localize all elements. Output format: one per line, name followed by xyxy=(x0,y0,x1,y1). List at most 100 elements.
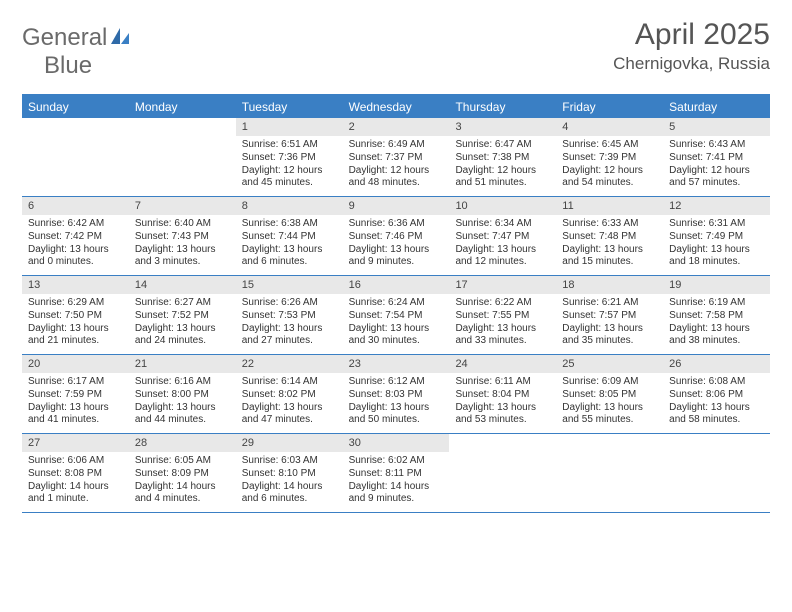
sunrise-line: Sunrise: 6:17 AM xyxy=(28,376,123,389)
sunrise-line: Sunrise: 6:40 AM xyxy=(135,218,230,231)
sunset-line: Sunset: 7:36 PM xyxy=(242,152,337,165)
page-title: April 2025 xyxy=(613,18,770,52)
daylight-line: Daylight: 14 hours and 9 minutes. xyxy=(349,481,444,507)
calendar-day: 23Sunrise: 6:12 AMSunset: 8:03 PMDayligh… xyxy=(343,355,450,433)
day-number: 2 xyxy=(343,118,450,136)
calendar-day: 1Sunrise: 6:51 AMSunset: 7:36 PMDaylight… xyxy=(236,118,343,196)
sunset-line: Sunset: 8:05 PM xyxy=(562,389,657,402)
day-number: 15 xyxy=(236,276,343,294)
sunset-line: Sunset: 7:42 PM xyxy=(28,231,123,244)
day-number: 6 xyxy=(22,197,129,215)
day-number: 26 xyxy=(663,355,770,373)
daylight-line: Daylight: 14 hours and 1 minute. xyxy=(28,481,123,507)
day-number: 27 xyxy=(22,434,129,452)
sunset-line: Sunset: 7:54 PM xyxy=(349,310,444,323)
calendar-day: 8Sunrise: 6:38 AMSunset: 7:44 PMDaylight… xyxy=(236,197,343,275)
sunset-line: Sunset: 7:49 PM xyxy=(669,231,764,244)
sunrise-line: Sunrise: 6:22 AM xyxy=(455,297,550,310)
sunrise-line: Sunrise: 6:12 AM xyxy=(349,376,444,389)
calendar-day: 2Sunrise: 6:49 AMSunset: 7:37 PMDaylight… xyxy=(343,118,450,196)
day-number: 13 xyxy=(22,276,129,294)
day-number: 11 xyxy=(556,197,663,215)
day-number: 10 xyxy=(449,197,556,215)
calendar-day: 4Sunrise: 6:45 AMSunset: 7:39 PMDaylight… xyxy=(556,118,663,196)
calendar-day: 26Sunrise: 6:08 AMSunset: 8:06 PMDayligh… xyxy=(663,355,770,433)
sunset-line: Sunset: 7:48 PM xyxy=(562,231,657,244)
sunset-line: Sunset: 7:47 PM xyxy=(455,231,550,244)
day-body: Sunrise: 6:22 AMSunset: 7:55 PMDaylight:… xyxy=(449,294,556,352)
sunset-line: Sunset: 7:50 PM xyxy=(28,310,123,323)
day-number: 20 xyxy=(22,355,129,373)
calendar-week: 1Sunrise: 6:51 AMSunset: 7:36 PMDaylight… xyxy=(22,118,770,197)
calendar-day: 28Sunrise: 6:05 AMSunset: 8:09 PMDayligh… xyxy=(129,434,236,512)
day-body: Sunrise: 6:14 AMSunset: 8:02 PMDaylight:… xyxy=(236,373,343,431)
calendar-day: 21Sunrise: 6:16 AMSunset: 8:00 PMDayligh… xyxy=(129,355,236,433)
logo-sail-icon xyxy=(109,26,131,51)
sunset-line: Sunset: 7:53 PM xyxy=(242,310,337,323)
calendar-day: 22Sunrise: 6:14 AMSunset: 8:02 PMDayligh… xyxy=(236,355,343,433)
sunrise-line: Sunrise: 6:42 AM xyxy=(28,218,123,231)
daylight-line: Daylight: 13 hours and 58 minutes. xyxy=(669,402,764,428)
calendar-day: 24Sunrise: 6:11 AMSunset: 8:04 PMDayligh… xyxy=(449,355,556,433)
sunset-line: Sunset: 8:10 PM xyxy=(242,468,337,481)
day-number: 24 xyxy=(449,355,556,373)
sunrise-line: Sunrise: 6:33 AM xyxy=(562,218,657,231)
calendar-day: 6Sunrise: 6:42 AMSunset: 7:42 PMDaylight… xyxy=(22,197,129,275)
calendar-empty xyxy=(663,434,770,512)
daylight-line: Daylight: 13 hours and 18 minutes. xyxy=(669,244,764,270)
day-number: 4 xyxy=(556,118,663,136)
calendar-day: 9Sunrise: 6:36 AMSunset: 7:46 PMDaylight… xyxy=(343,197,450,275)
calendar-grid: SundayMondayTuesdayWednesdayThursdayFrid… xyxy=(22,94,770,513)
calendar-day: 20Sunrise: 6:17 AMSunset: 7:59 PMDayligh… xyxy=(22,355,129,433)
sunrise-line: Sunrise: 6:03 AM xyxy=(242,455,337,468)
day-body: Sunrise: 6:21 AMSunset: 7:57 PMDaylight:… xyxy=(556,294,663,352)
sunset-line: Sunset: 8:08 PM xyxy=(28,468,123,481)
day-body: Sunrise: 6:03 AMSunset: 8:10 PMDaylight:… xyxy=(236,452,343,510)
sunrise-line: Sunrise: 6:21 AM xyxy=(562,297,657,310)
calendar-day: 25Sunrise: 6:09 AMSunset: 8:05 PMDayligh… xyxy=(556,355,663,433)
sunset-line: Sunset: 8:09 PM xyxy=(135,468,230,481)
day-number: 21 xyxy=(129,355,236,373)
sunrise-line: Sunrise: 6:51 AM xyxy=(242,139,337,152)
calendar-day: 30Sunrise: 6:02 AMSunset: 8:11 PMDayligh… xyxy=(343,434,450,512)
sunrise-line: Sunrise: 6:06 AM xyxy=(28,455,123,468)
daylight-line: Daylight: 13 hours and 47 minutes. xyxy=(242,402,337,428)
day-body: Sunrise: 6:06 AMSunset: 8:08 PMDaylight:… xyxy=(22,452,129,510)
daylight-line: Daylight: 13 hours and 33 minutes. xyxy=(455,323,550,349)
day-number: 5 xyxy=(663,118,770,136)
day-body: Sunrise: 6:40 AMSunset: 7:43 PMDaylight:… xyxy=(129,215,236,273)
sunset-line: Sunset: 7:57 PM xyxy=(562,310,657,323)
day-body: Sunrise: 6:08 AMSunset: 8:06 PMDaylight:… xyxy=(663,373,770,431)
sunrise-line: Sunrise: 6:14 AM xyxy=(242,376,337,389)
sunset-line: Sunset: 8:02 PM xyxy=(242,389,337,402)
sunset-line: Sunset: 7:44 PM xyxy=(242,231,337,244)
day-number: 3 xyxy=(449,118,556,136)
sunrise-line: Sunrise: 6:34 AM xyxy=(455,218,550,231)
sunset-line: Sunset: 7:37 PM xyxy=(349,152,444,165)
calendar-day: 19Sunrise: 6:19 AMSunset: 7:58 PMDayligh… xyxy=(663,276,770,354)
day-number: 28 xyxy=(129,434,236,452)
calendar-day: 7Sunrise: 6:40 AMSunset: 7:43 PMDaylight… xyxy=(129,197,236,275)
sunset-line: Sunset: 8:04 PM xyxy=(455,389,550,402)
weekday-header: Monday xyxy=(129,96,236,118)
day-body: Sunrise: 6:05 AMSunset: 8:09 PMDaylight:… xyxy=(129,452,236,510)
daylight-line: Daylight: 13 hours and 9 minutes. xyxy=(349,244,444,270)
day-body: Sunrise: 6:33 AMSunset: 7:48 PMDaylight:… xyxy=(556,215,663,273)
daylight-line: Daylight: 14 hours and 6 minutes. xyxy=(242,481,337,507)
calendar-day: 18Sunrise: 6:21 AMSunset: 7:57 PMDayligh… xyxy=(556,276,663,354)
day-body: Sunrise: 6:42 AMSunset: 7:42 PMDaylight:… xyxy=(22,215,129,273)
day-body: Sunrise: 6:17 AMSunset: 7:59 PMDaylight:… xyxy=(22,373,129,431)
day-body: Sunrise: 6:26 AMSunset: 7:53 PMDaylight:… xyxy=(236,294,343,352)
daylight-line: Daylight: 13 hours and 55 minutes. xyxy=(562,402,657,428)
calendar-day: 5Sunrise: 6:43 AMSunset: 7:41 PMDaylight… xyxy=(663,118,770,196)
sunrise-line: Sunrise: 6:24 AM xyxy=(349,297,444,310)
sunrise-line: Sunrise: 6:16 AM xyxy=(135,376,230,389)
daylight-line: Daylight: 13 hours and 0 minutes. xyxy=(28,244,123,270)
calendar-week: 27Sunrise: 6:06 AMSunset: 8:08 PMDayligh… xyxy=(22,434,770,513)
day-body: Sunrise: 6:34 AMSunset: 7:47 PMDaylight:… xyxy=(449,215,556,273)
sunrise-line: Sunrise: 6:47 AM xyxy=(455,139,550,152)
day-number: 23 xyxy=(343,355,450,373)
sunrise-line: Sunrise: 6:31 AM xyxy=(669,218,764,231)
sunset-line: Sunset: 7:38 PM xyxy=(455,152,550,165)
calendar-empty xyxy=(129,118,236,196)
